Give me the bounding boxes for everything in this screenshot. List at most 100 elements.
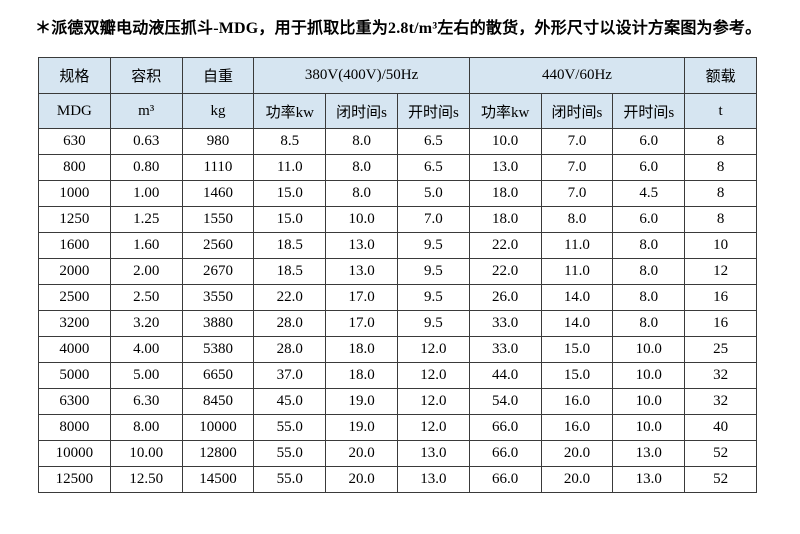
table-cell: 15.0	[540, 362, 614, 389]
table-cell: 55.0	[253, 414, 327, 441]
table-cell: 10.0	[468, 128, 542, 155]
table-header: 规格 容积 自重 380V(400V)/50Hz 440V/60Hz 额载 MD…	[38, 57, 757, 129]
table-cell: 17.0	[325, 310, 398, 337]
table-cell: 18.0	[325, 362, 398, 389]
table-cell: 14.0	[540, 284, 614, 311]
table-cell: 13.0	[396, 466, 470, 493]
table-cell: 13.0	[612, 440, 686, 467]
table-cell: 4.00	[109, 336, 183, 363]
col-header-60hz-group: 440V/60Hz	[468, 57, 686, 94]
col-unit-power-60hz: 功率kw	[468, 93, 542, 129]
table-cell: 3.20	[109, 310, 183, 337]
table-cell: 1.60	[109, 232, 183, 259]
col-unit-spec: MDG	[38, 93, 111, 129]
table-cell: 5.00	[109, 362, 183, 389]
table-row: 5000 5.00 6650 37.0 18.0 12.0 44.0 15.0 10.0 32	[38, 362, 757, 389]
col-unit-close-time-60hz: 闭时间s	[540, 93, 614, 129]
table-cell: 18.0	[468, 206, 542, 233]
page-title: ＊派德双瓣电动液压抓斗-MDG，用于抓取比重为2.8t/m³左右的散货，外形尺寸…	[35, 20, 762, 37]
header-row-groups: 规格 容积 自重 380V(400V)/50Hz 440V/60Hz 额载	[38, 57, 757, 94]
table-cell: 13.0	[325, 232, 398, 259]
table-cell: 28.0	[253, 336, 327, 363]
table-cell: 0.63	[109, 128, 183, 155]
table-cell: 54.0	[468, 388, 542, 415]
table-cell: 32	[684, 362, 757, 389]
col-header-spec: 规格	[38, 57, 111, 94]
table-cell: 22.0	[468, 232, 542, 259]
table-cell: 5000	[38, 362, 111, 389]
table-cell: 1110	[181, 154, 255, 181]
table-cell: 12	[684, 258, 757, 285]
table-cell: 66.0	[468, 414, 542, 441]
table-cell: 10.00	[109, 440, 183, 467]
table-cell: 37.0	[253, 362, 327, 389]
table-cell: 12800	[181, 440, 255, 467]
table-row: 6300 6.30 8450 45.0 19.0 12.0 54.0 16.0 10.0 32	[38, 388, 757, 415]
table-row: 1250 1.25 1550 15.0 10.0 7.0 18.0 8.0 6.0 8	[38, 206, 757, 233]
table-cell: 1.25	[109, 206, 183, 233]
table-cell: 14500	[181, 466, 255, 493]
table-row: 8000 8.00 10000 55.0 19.0 12.0 66.0 16.0 10.0 40	[38, 414, 757, 441]
table-cell: 55.0	[253, 440, 327, 467]
table-cell: 8.0	[325, 180, 398, 207]
table-row: 800 0.80 1110 11.0 8.0 6.5 13.0 7.0 6.0 8	[38, 154, 757, 181]
table-cell: 13.0	[396, 440, 470, 467]
table-cell: 2500	[38, 284, 111, 311]
table-cell: 8.0	[325, 128, 398, 155]
col-header-capacity: 容积	[109, 57, 183, 94]
table-cell: 12.0	[396, 388, 470, 415]
table-cell: 2000	[38, 258, 111, 285]
col-unit-close-time-50hz: 闭时间s	[325, 93, 398, 129]
table-cell: 2.00	[109, 258, 183, 285]
table-cell: 20.0	[325, 440, 398, 467]
table-cell: 7.0	[396, 206, 470, 233]
table-cell: 15.0	[253, 180, 327, 207]
table-cell: 66.0	[468, 440, 542, 467]
table-cell: 52	[684, 466, 757, 493]
col-header-weight: 自重	[181, 57, 255, 94]
table-cell: 11.0	[540, 232, 614, 259]
table-cell: 6.0	[612, 206, 686, 233]
col-unit-rated-load: t	[684, 93, 757, 129]
table-cell: 7.0	[540, 180, 614, 207]
table-cell: 8.0	[540, 206, 614, 233]
table-cell: 8000	[38, 414, 111, 441]
table-row: 2000 2.00 2670 18.5 13.0 9.5 22.0 11.0 8.0 12	[38, 258, 757, 285]
table-cell: 7.0	[540, 128, 614, 155]
table-cell: 44.0	[468, 362, 542, 389]
table-cell: 8.00	[109, 414, 183, 441]
table-cell: 10.0	[612, 362, 686, 389]
table-cell: 8.0	[612, 258, 686, 285]
table-cell: 10.0	[612, 414, 686, 441]
table-cell: 15.0	[540, 336, 614, 363]
table-cell: 40	[684, 414, 757, 441]
table-cell: 3550	[181, 284, 255, 311]
table-cell: 18.5	[253, 232, 327, 259]
table-cell: 1250	[38, 206, 111, 233]
table-cell: 16.0	[540, 388, 614, 415]
table-cell: 15.0	[253, 206, 327, 233]
table-cell: 3200	[38, 310, 111, 337]
spec-table: 规格 容积 自重 380V(400V)/50Hz 440V/60Hz 额载 MD…	[38, 57, 757, 493]
table-cell: 17.0	[325, 284, 398, 311]
table-cell: 20.0	[540, 466, 614, 493]
table-cell: 6.0	[612, 128, 686, 155]
table-cell: 6300	[38, 388, 111, 415]
table-cell: 13.0	[325, 258, 398, 285]
table-cell: 12.0	[396, 362, 470, 389]
col-unit-weight: kg	[181, 93, 255, 129]
table-cell: 8	[684, 128, 757, 155]
table-cell: 13.0	[612, 466, 686, 493]
table-cell: 8.0	[325, 154, 398, 181]
table-cell: 1.00	[109, 180, 183, 207]
table-cell: 18.0	[468, 180, 542, 207]
table-cell: 8.0	[612, 232, 686, 259]
table-cell: 11.0	[253, 154, 327, 181]
table-cell: 8.0	[612, 310, 686, 337]
table-cell: 10000	[38, 440, 111, 467]
table-cell: 10	[684, 232, 757, 259]
table-cell: 800	[38, 154, 111, 181]
header-row-units: MDG m³ kg 功率kw 闭时间s 开时间s 功率kw 闭时间s 开时间s …	[38, 93, 757, 129]
table-cell: 2670	[181, 258, 255, 285]
